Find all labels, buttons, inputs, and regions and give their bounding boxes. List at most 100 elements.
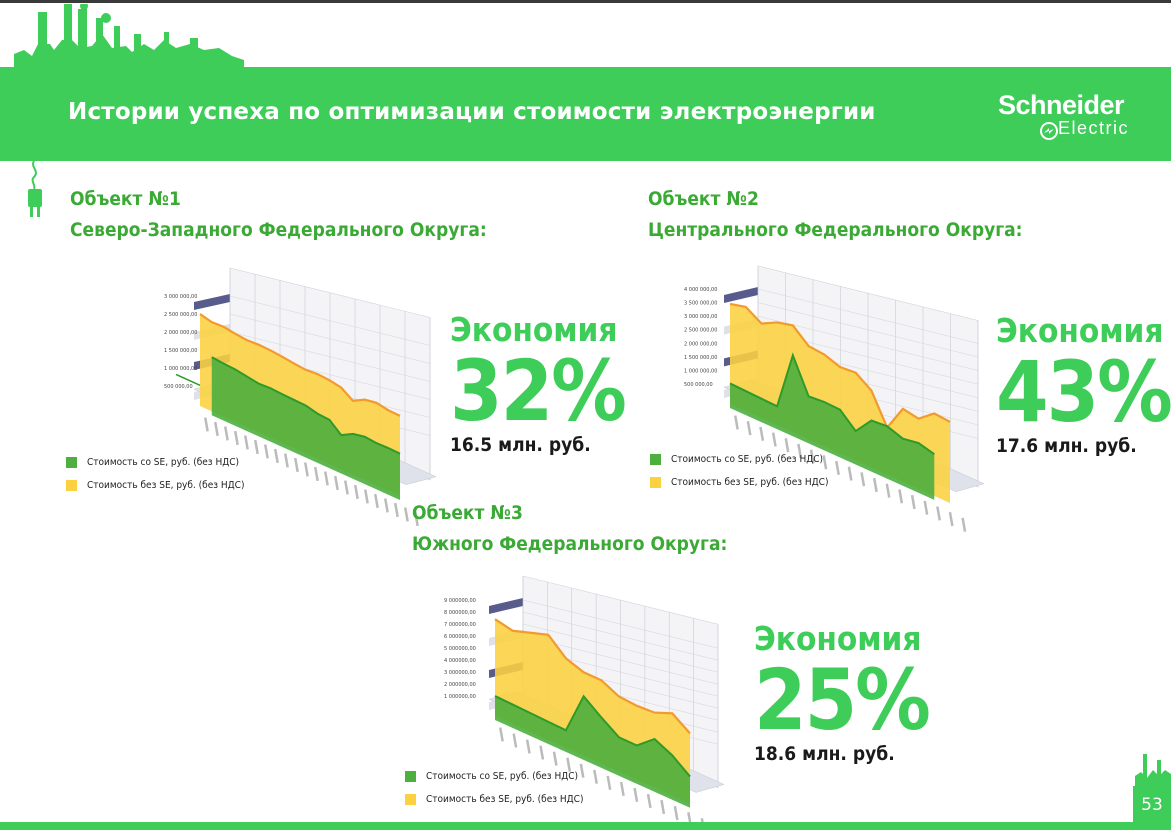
object-1-legend: Стоимость со SE, руб. (без НДС) Стоимост… (66, 451, 244, 497)
x-tick-mark (673, 805, 679, 821)
object-2-saving: Экономия 43% 17.6 млн. руб. (996, 311, 1171, 458)
x-tick-mark (771, 432, 777, 447)
x-tick-mark (263, 444, 269, 459)
yellow-swatch (650, 477, 661, 488)
logo-mark-icon (1040, 122, 1058, 140)
y-tick-label: 2 000000,00 (444, 682, 476, 688)
legend-item-without-se: Стоимость без SE, руб. (без НДС) (66, 474, 244, 497)
series-line-without-se (494, 618, 691, 735)
x-tick-mark (633, 787, 639, 803)
x-tick-mark (343, 480, 349, 495)
y-tick-label: 4 000 000,00 (684, 287, 717, 293)
x-tick-mark (746, 421, 752, 436)
x-tick-mark (619, 781, 625, 797)
x-tick-mark (373, 493, 379, 509)
x-tick-mark (244, 435, 249, 450)
top-line (0, 0, 1171, 3)
x-tick-mark (303, 462, 309, 477)
yellow-swatch (405, 794, 416, 805)
x-tick-mark (323, 471, 329, 486)
grid-line (757, 288, 979, 344)
object-3-saving: Экономия 25% 18.6 млн. руб. (754, 619, 931, 766)
x-tick-mark (885, 483, 891, 498)
grid-line (229, 331, 431, 382)
side-wall-strip (724, 287, 758, 303)
factory-skyline-icon (14, 4, 244, 68)
grid-line (757, 302, 979, 358)
x-tick-mark (204, 417, 209, 432)
y-tick-label: 3 000 000,00 (684, 314, 717, 320)
x-tick-mark (910, 494, 916, 510)
x-tick-mark (253, 439, 259, 455)
x-tick-mark (284, 453, 289, 468)
y-tick-label: 3 000 000,00 (164, 294, 197, 300)
legend-item-without-se: Стоимость без SE, руб. (без НДС) (650, 471, 828, 494)
x-tick-mark (822, 455, 828, 470)
object-3-chart: 9 000000,00 8 000000,00 7 000000,00 6 00000… (444, 575, 725, 830)
y-tick-label: 6 000000,00 (444, 634, 476, 640)
x-tick-mark (898, 489, 904, 504)
y-tick-label: 1 500 000,00 (684, 355, 717, 361)
bottom-bar (0, 822, 1171, 830)
grid-line (522, 623, 719, 673)
x-tick-mark (809, 449, 815, 464)
series-area-with-se (211, 357, 400, 500)
object-3-title: Объект №3 Южного Федерального Округа: (412, 502, 728, 555)
y-tick-label: 500 000,00 (684, 382, 713, 388)
x-tick-mark (214, 421, 219, 437)
y-tick-label: 3 500 000,00 (684, 301, 717, 307)
x-tick-mark (313, 466, 319, 482)
object-1-title: Объект №1 Северо-Западного Федерального … (70, 188, 487, 241)
side-wall-strip (194, 294, 230, 310)
y-tick-label: 4 000000,00 (444, 658, 476, 664)
side-wall-strip (489, 598, 523, 614)
schneider-electric-logo: Schneider Electric (998, 90, 1130, 140)
y-tick-label: 2 500 000,00 (164, 312, 197, 318)
plug-icon (28, 161, 42, 217)
x-tick-mark (872, 477, 878, 493)
object-2-legend: Стоимость со SE, руб. (без НДС) Стоимост… (650, 448, 828, 494)
x-tick-mark (539, 745, 545, 760)
grid-line (522, 611, 719, 661)
y-tick-label: 2 500 000,00 (684, 328, 717, 334)
y-tick-label: 5 000000,00 (444, 646, 476, 652)
series-line-with-se (494, 694, 691, 778)
yellow-swatch (66, 480, 77, 491)
x-tick-mark (646, 793, 652, 809)
header-banner (0, 67, 1171, 161)
series-area-with-se (495, 696, 690, 808)
x-tick-mark (333, 475, 339, 491)
x-tick-mark (860, 472, 866, 487)
x-tick-mark (734, 415, 739, 430)
x-tick-mark (354, 484, 359, 500)
legend-item-with-se: Стоимость со SE, руб. (без НДС) (405, 765, 583, 788)
x-tick-mark (274, 448, 279, 464)
x-tick-mark (224, 426, 229, 441)
legend-item-without-se: Стоимость без SE, руб. (без НДС) (405, 788, 583, 811)
x-tick-mark (404, 507, 409, 522)
y-tick-label: 2 000 000,00 (164, 330, 197, 336)
y-tick-label: 8 000000,00 (444, 610, 476, 616)
object-2-chart: 4 000 000,00 3 500 000,00 3 000 000,00 2 50… (684, 265, 985, 532)
x-tick-mark (593, 769, 598, 784)
grid-line (229, 295, 431, 346)
x-tick-mark (384, 498, 389, 513)
object-2-title: Объект №2 Центрального Федерального Окру… (648, 188, 1023, 241)
x-tick-mark (566, 757, 572, 772)
green-swatch (405, 771, 416, 782)
page-title: Истории успеха по оптимизации стоимости … (68, 99, 876, 125)
x-tick-mark (797, 443, 803, 459)
x-tick-mark (234, 430, 239, 446)
series-area-with-se (730, 355, 935, 500)
series-line-with-se-start (175, 373, 201, 386)
x-tick-mark (579, 763, 585, 778)
series-line-without-se (199, 313, 401, 417)
object-3-legend: Стоимость со SE, руб. (без НДС) Стоимост… (405, 765, 583, 811)
green-swatch (66, 457, 77, 468)
x-tick-mark (936, 506, 941, 521)
series-line-with-se (729, 352, 935, 456)
x-tick-mark (961, 517, 967, 532)
y-tick-label: 7 000000,00 (444, 622, 476, 628)
x-tick-mark (512, 733, 518, 748)
x-tick-mark (499, 727, 504, 742)
